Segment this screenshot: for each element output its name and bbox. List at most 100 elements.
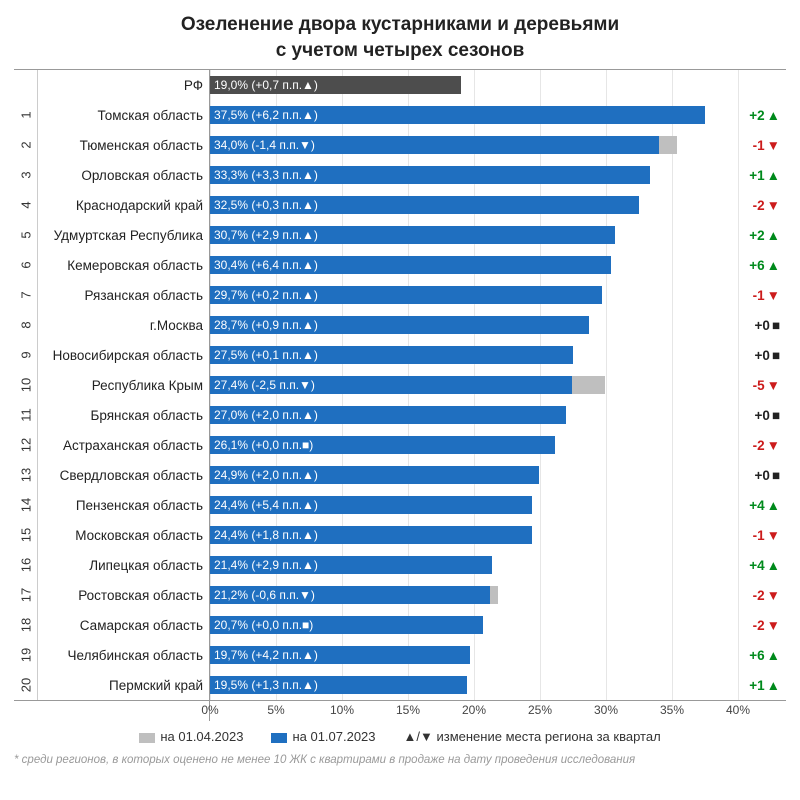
region-label: Орловская область [38, 160, 210, 190]
bar-zone: 24,9% (+2,0 п.п.▲) [210, 460, 738, 490]
table-row: 9 Новосибирская область 27,5% (+0,1 п.п.… [14, 340, 786, 370]
axis-tick: 40% [726, 703, 750, 717]
legend-change: ▲/▼ изменение места региона за квартал [404, 729, 661, 744]
bar-value-label: 19,7% (+4,2 п.п.▲) [214, 648, 318, 662]
rank-change: -5▼ [738, 370, 786, 400]
rank-cell: 14 [14, 490, 38, 520]
rank-cell: 6 [14, 250, 38, 280]
region-label: Свердловская область [38, 460, 210, 490]
table-row: 1 Томская область 37,5% (+6,2 п.п.▲) +2▲ [14, 100, 786, 130]
bar-zone: 21,4% (+2,9 п.п.▲) [210, 550, 738, 580]
rank-change: +0■ [738, 400, 786, 430]
rank-change: +0■ [738, 460, 786, 490]
table-row: 19 Челябинская область 19,7% (+4,2 п.п.▲… [14, 640, 786, 670]
region-label: РФ [38, 70, 210, 100]
rank-change: -1▼ [738, 520, 786, 550]
region-label: Удмуртская Республика [38, 220, 210, 250]
region-label: Астраханская область [38, 430, 210, 460]
rank-change: +1▲ [738, 160, 786, 190]
table-row: 18 Самарская область 20,7% (+0,0 п.п.■) … [14, 610, 786, 640]
table-row: РФ 19,0% (+0,7 п.п.▲) [14, 70, 786, 100]
rank-cell: 20 [14, 670, 38, 700]
bar-value-label: 27,0% (+2,0 п.п.▲) [214, 408, 318, 422]
bar-zone: 27,5% (+0,1 п.п.▲) [210, 340, 738, 370]
rank-change: -2▼ [738, 430, 786, 460]
legend-cur: на 01.07.2023 [271, 729, 375, 744]
region-label: Пермский край [38, 670, 210, 700]
table-row: 3 Орловская область 33,3% (+3,3 п.п.▲) +… [14, 160, 786, 190]
title-line-2: с учетом четырех сезонов [276, 40, 525, 61]
rank-change: +4▲ [738, 550, 786, 580]
axis-tick: 35% [660, 703, 684, 717]
table-row: 8 г.Москва 28,7% (+0,9 п.п.▲) +0■ [14, 310, 786, 340]
region-label: Самарская область [38, 610, 210, 640]
region-label: Томская область [38, 100, 210, 130]
rank-cell: 10 [14, 370, 38, 400]
bar-value-label: 21,2% (-0,6 п.п.▼) [214, 588, 315, 602]
bar-value-label: 24,9% (+2,0 п.п.▲) [214, 468, 318, 482]
bar-zone: 34,0% (-1,4 п.п.▼) [210, 130, 738, 160]
axis-tick: 0% [201, 703, 218, 717]
region-label: Рязанская область [38, 280, 210, 310]
bar-zone: 19,5% (+1,3 п.п.▲) [210, 670, 738, 700]
bar-zone: 24,4% (+5,4 п.п.▲) [210, 490, 738, 520]
bar-value-label: 32,5% (+0,3 п.п.▲) [214, 198, 318, 212]
bar-value-label: 21,4% (+2,9 п.п.▲) [214, 558, 318, 572]
rank-change: -1▼ [738, 130, 786, 160]
bar-value-label: 19,5% (+1,3 п.п.▲) [214, 678, 318, 692]
bar-zone: 27,4% (-2,5 п.п.▼) [210, 370, 738, 400]
region-label: Липецкая область [38, 550, 210, 580]
bar-value-label: 26,1% (+0,0 п.п.■) [214, 438, 313, 452]
rank-cell: 5 [14, 220, 38, 250]
rank-cell [14, 70, 38, 100]
bar-value-label: 28,7% (+0,9 п.п.▲) [214, 318, 318, 332]
region-label: Тюменская область [38, 130, 210, 160]
region-label: Кемеровская область [38, 250, 210, 280]
bar-value-label: 20,7% (+0,0 п.п.■) [214, 618, 313, 632]
bar-zone: 28,7% (+0,9 п.п.▲) [210, 310, 738, 340]
bar-value-label: 29,7% (+0,2 п.п.▲) [214, 288, 318, 302]
rank-cell: 19 [14, 640, 38, 670]
table-row: 2 Тюменская область 34,0% (-1,4 п.п.▼) -… [14, 130, 786, 160]
title-line-1: Озеленение двора кустарниками и деревьям… [181, 14, 619, 35]
rank-cell: 2 [14, 130, 38, 160]
bar-zone: 27,0% (+2,0 п.п.▲) [210, 400, 738, 430]
rank-cell: 7 [14, 280, 38, 310]
axis-tick: 10% [330, 703, 354, 717]
bar-zone: 19,0% (+0,7 п.п.▲) [210, 70, 738, 100]
rank-change: +1▲ [738, 670, 786, 700]
table-row: 4 Краснодарский край 32,5% (+0,3 п.п.▲) … [14, 190, 786, 220]
region-label: Ростовская область [38, 580, 210, 610]
axis-tick: 5% [267, 703, 284, 717]
bar-chart: РФ 19,0% (+0,7 п.п.▲) 1 Томская область … [14, 69, 786, 701]
rank-change: +4▲ [738, 490, 786, 520]
bar-value-label: 27,5% (+0,1 п.п.▲) [214, 348, 318, 362]
region-label: Республика Крым [38, 370, 210, 400]
bar-value-label: 24,4% (+5,4 п.п.▲) [214, 498, 318, 512]
rank-change: -2▼ [738, 610, 786, 640]
bar-value-label: 24,4% (+1,8 п.п.▲) [214, 528, 318, 542]
rank-change: -2▼ [738, 580, 786, 610]
table-row: 12 Астраханская область 26,1% (+0,0 п.п.… [14, 430, 786, 460]
region-label: Краснодарский край [38, 190, 210, 220]
x-axis: 0%5%10%15%20%25%30%35%40% [14, 701, 786, 721]
table-row: 16 Липецкая область 21,4% (+2,9 п.п.▲) +… [14, 550, 786, 580]
bar-zone: 24,4% (+1,8 п.п.▲) [210, 520, 738, 550]
bar-zone: 20,7% (+0,0 п.п.■) [210, 610, 738, 640]
axis-tick: 30% [594, 703, 618, 717]
rank-change: +2▲ [738, 220, 786, 250]
rank-cell: 18 [14, 610, 38, 640]
bar-value-label: 33,3% (+3,3 п.п.▲) [214, 168, 318, 182]
rank-cell: 16 [14, 550, 38, 580]
rank-cell: 13 [14, 460, 38, 490]
bar-value-label: 27,4% (-2,5 п.п.▼) [214, 378, 315, 392]
table-row: 10 Республика Крым 27,4% (-2,5 п.п.▼) -5… [14, 370, 786, 400]
chart-title: Озеленение двора кустарниками и деревьям… [14, 12, 786, 63]
bar-value-label: 19,0% (+0,7 п.п.▲) [214, 78, 318, 92]
axis-tick: 25% [528, 703, 552, 717]
bar-zone: 26,1% (+0,0 п.п.■) [210, 430, 738, 460]
footnote: * среди регионов, в которых оценено не м… [14, 754, 786, 766]
bar-zone: 33,3% (+3,3 п.п.▲) [210, 160, 738, 190]
region-label: Новосибирская область [38, 340, 210, 370]
bar-zone: 37,5% (+6,2 п.п.▲) [210, 100, 738, 130]
